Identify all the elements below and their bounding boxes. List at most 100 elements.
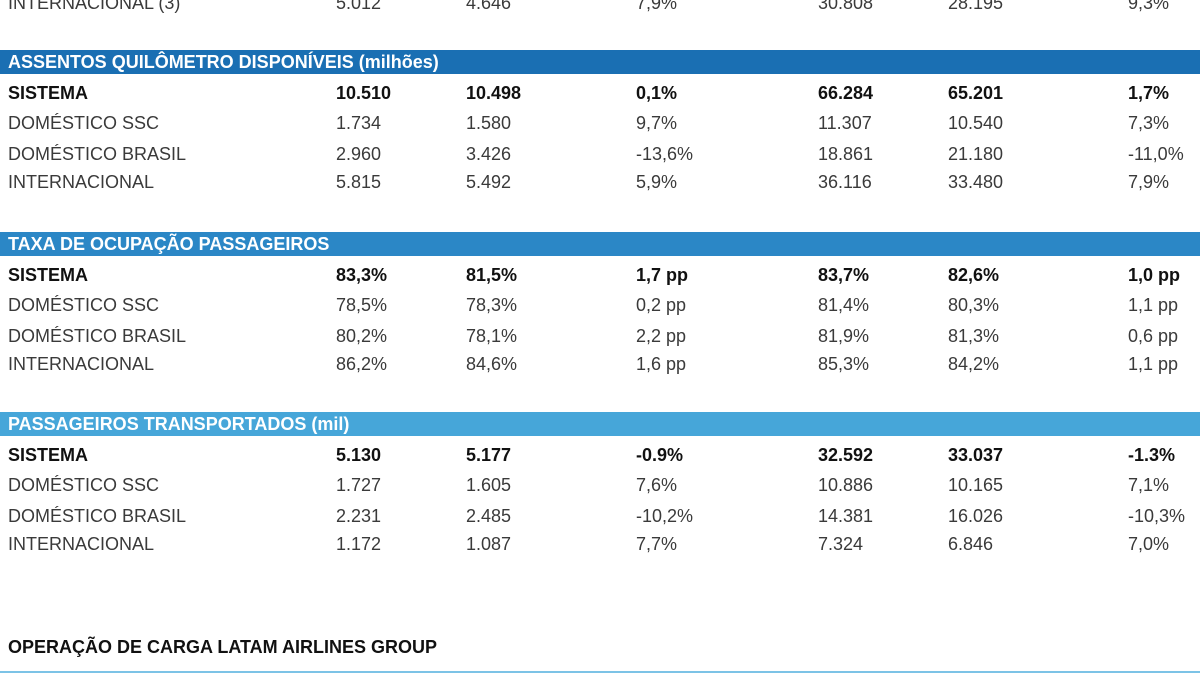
cell: 83,7%	[818, 265, 870, 285]
cell: 14.381	[818, 506, 874, 526]
cell: 32.592	[818, 445, 874, 465]
cell: -10,2%	[636, 506, 694, 526]
row-label: DOMÉSTICO BRASIL	[8, 506, 187, 526]
cell: 10.886	[818, 475, 874, 495]
row-label: SISTEMA	[8, 83, 89, 103]
cell: 0,1%	[636, 83, 678, 103]
cell: 16.026	[948, 506, 1004, 526]
cell: 78,3%	[466, 295, 518, 315]
cell: 33.037	[948, 445, 1004, 465]
cell: 5,9%	[636, 172, 678, 192]
cell: 0,2 pp	[636, 295, 687, 315]
cell: 10.498	[466, 83, 522, 103]
rule	[0, 671, 1200, 673]
cell: 11.307	[818, 113, 872, 133]
cell: 83,3%	[336, 265, 388, 285]
cell: 1,7%	[1128, 83, 1170, 103]
cell: 81,9%	[818, 326, 870, 346]
cell: 18.861	[818, 144, 874, 164]
cell: 9,7%	[636, 113, 678, 133]
cell: 1,0 pp	[1128, 265, 1181, 285]
cell: 5.492	[466, 172, 512, 192]
row-label: DOMÉSTICO SSC	[8, 475, 160, 495]
cell: 33.480	[948, 172, 1004, 192]
cell: 1.734	[336, 113, 382, 133]
cell: 81,5%	[466, 265, 518, 285]
cell: 80,2%	[336, 326, 388, 346]
row-label: INTERNACIONAL	[8, 172, 155, 192]
cell: 7,6%	[636, 475, 678, 495]
cell: 21.180	[948, 144, 1004, 164]
cell: 1.172	[336, 534, 382, 554]
row-label: DOMÉSTICO BRASIL	[8, 326, 187, 346]
cell: -1.3%	[1128, 445, 1176, 465]
cell: 10.165	[948, 475, 1004, 495]
cell: 1.087	[466, 534, 512, 554]
cell: -10,3%	[1128, 506, 1186, 526]
cell: 1.580	[466, 113, 512, 133]
cell: 30.808	[818, 0, 874, 13]
cell: 36.116	[818, 172, 872, 192]
cell: 1,7 pp	[636, 265, 689, 285]
cell: 66.284	[818, 83, 874, 103]
row-label: INTERNACIONAL	[8, 354, 155, 374]
section-title: PASSAGEIROS TRANSPORTADOS (mil)	[8, 414, 350, 434]
row-label: DOMÉSTICO SSC	[8, 295, 160, 315]
section-title: ASSENTOS QUILÔMETRO DISPONÍVEIS (milhões…	[8, 52, 439, 72]
cell: -11,0%	[1128, 144, 1184, 164]
cell: -13,6%	[636, 144, 694, 164]
cell: 0,6 pp	[1128, 326, 1179, 346]
cell: 5.177	[466, 445, 512, 465]
cell: 5.130	[336, 445, 382, 465]
cell: 7,0%	[1128, 534, 1170, 554]
cell: 7,9%	[1128, 172, 1170, 192]
cell: 2.485	[466, 506, 512, 526]
section-header: ASSENTOS QUILÔMETRO DISPONÍVEIS (milhões…	[0, 50, 1200, 74]
cell: 4.646	[466, 0, 512, 13]
cell: 80,3%	[948, 295, 1000, 315]
cell: 7,3%	[1128, 113, 1170, 133]
row-label: DOMÉSTICO SSC	[8, 113, 160, 133]
cell: 85,3%	[818, 354, 870, 374]
section-title: TAXA DE OCUPAÇÃO PASSAGEIROS	[8, 234, 330, 254]
row-label: DOMÉSTICO BRASIL	[8, 144, 187, 164]
cell: 7,9%	[636, 0, 678, 13]
cell: 5.815	[336, 172, 382, 192]
footer-title: OPERAÇÃO DE CARGA LATAM AIRLINES GROUP	[8, 637, 438, 657]
cell: 3.426	[466, 144, 512, 164]
row-label: SISTEMA	[8, 445, 89, 465]
row-label: INTERNACIONAL	[8, 534, 155, 554]
cell: -0.9%	[636, 445, 684, 465]
cell: 78,5%	[336, 295, 388, 315]
cell: 1,1 pp	[1128, 295, 1179, 315]
cell: 86,2%	[336, 354, 388, 374]
cell: 9,3%	[1128, 0, 1170, 13]
cell: 84,6%	[466, 354, 518, 374]
section-header: PASSAGEIROS TRANSPORTADOS (mil)	[0, 412, 1200, 436]
cell: 81,4%	[818, 295, 870, 315]
cell: 5.012	[336, 0, 382, 13]
cell: 7.324	[818, 534, 864, 554]
cell: 7,7%	[636, 534, 678, 554]
cell: 65.201	[948, 83, 1004, 103]
cell: 82,6%	[948, 265, 1000, 285]
cell: 84,2%	[948, 354, 1000, 374]
cell: 10.510	[336, 83, 392, 103]
cell: 1.727	[336, 475, 382, 495]
cell: 10.540	[948, 113, 1004, 133]
cell: 1,1 pp	[1128, 354, 1179, 374]
cell: 81,3%	[948, 326, 1000, 346]
row-label: SISTEMA	[8, 265, 89, 285]
cell: 1,6 pp	[636, 354, 687, 374]
section-header: TAXA DE OCUPAÇÃO PASSAGEIROS	[0, 232, 1200, 256]
cell: 78,1%	[466, 326, 518, 346]
cell: 2,2 pp	[636, 326, 687, 346]
cell: 6.846	[948, 534, 994, 554]
cell: 2.960	[336, 144, 382, 164]
cell: INTERNACIONAL (3)	[8, 0, 181, 13]
cell: 2.231	[336, 506, 382, 526]
cell: 1.605	[466, 475, 512, 495]
cell: 7,1%	[1128, 475, 1170, 495]
cell: 28.195	[948, 0, 1004, 13]
